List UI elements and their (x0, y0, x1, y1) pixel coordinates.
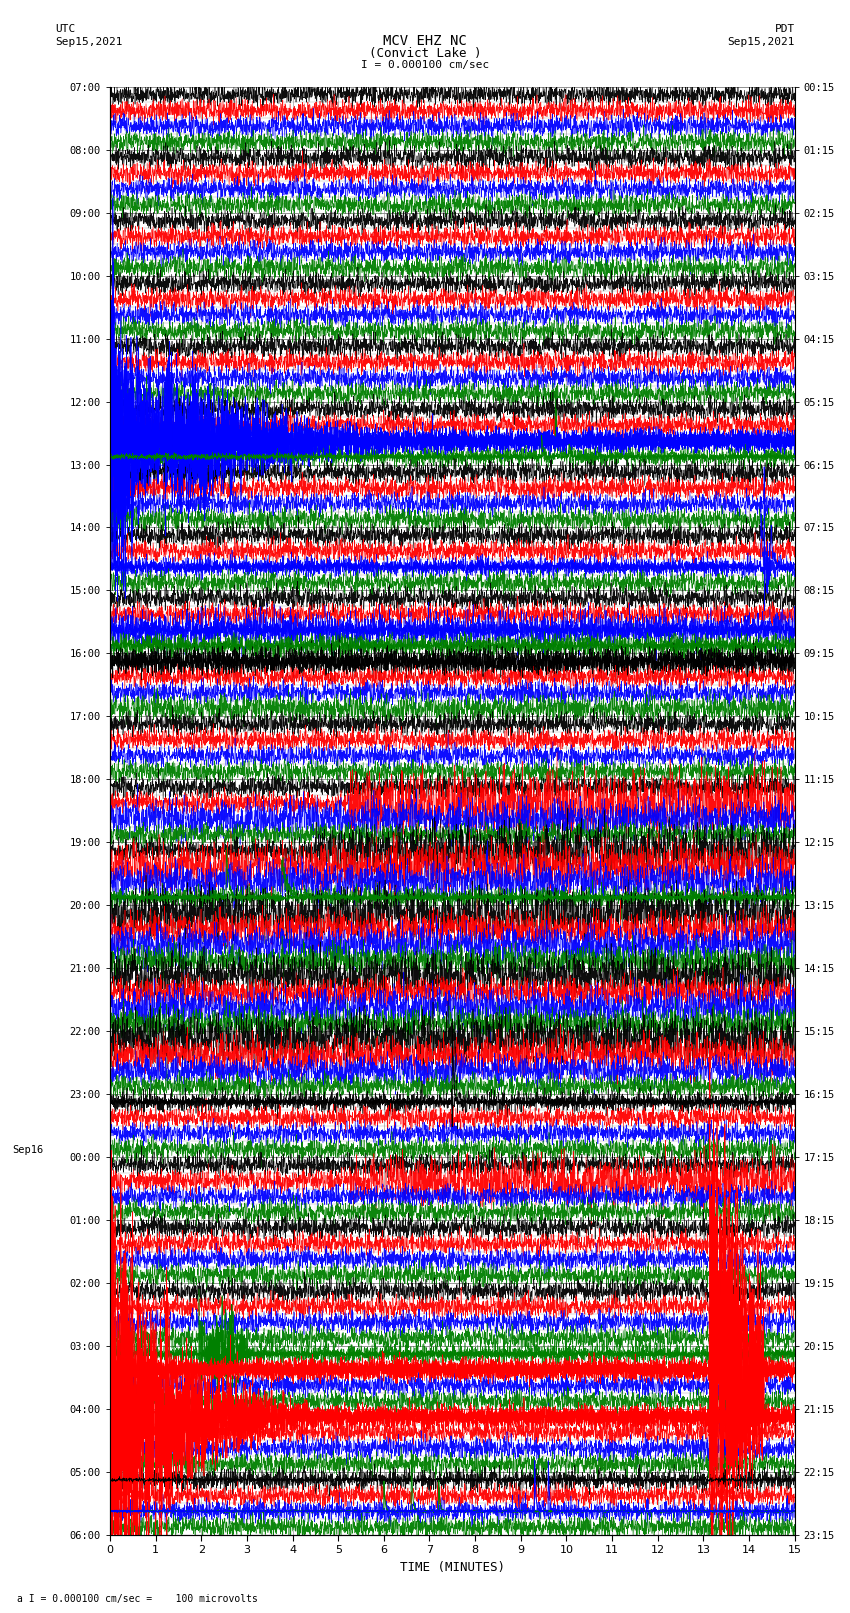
Text: Sep16: Sep16 (13, 1145, 43, 1155)
Text: I = 0.000100 cm/sec: I = 0.000100 cm/sec (361, 60, 489, 69)
Text: a I = 0.000100 cm/sec =    100 microvolts: a I = 0.000100 cm/sec = 100 microvolts (17, 1594, 258, 1603)
Text: PDT: PDT (774, 24, 795, 34)
Text: MCV EHZ NC: MCV EHZ NC (383, 34, 467, 48)
Text: UTC: UTC (55, 24, 76, 34)
Text: (Convict Lake ): (Convict Lake ) (369, 47, 481, 60)
X-axis label: TIME (MINUTES): TIME (MINUTES) (400, 1561, 505, 1574)
Text: Sep15,2021: Sep15,2021 (728, 37, 795, 47)
Text: Sep15,2021: Sep15,2021 (55, 37, 122, 47)
